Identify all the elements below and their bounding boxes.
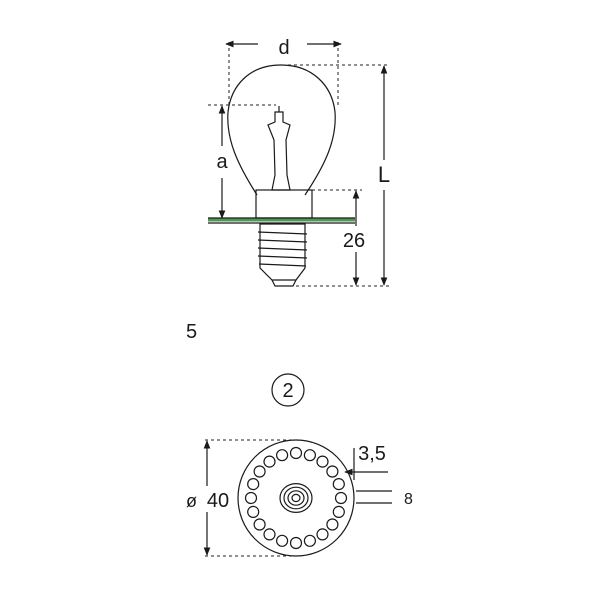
mounting-hole [326, 465, 339, 478]
mounting-hole [334, 491, 348, 505]
margin-digit: 5 [186, 321, 197, 343]
mounting-hole [289, 536, 303, 550]
mounting-hole [276, 449, 289, 462]
callout-number: 2 [282, 380, 293, 402]
mounting-hole [244, 491, 258, 505]
lamp-collar [255, 189, 313, 219]
dimension-d: d [225, 37, 342, 108]
mounting-hole [276, 534, 289, 547]
mounting-hole [326, 518, 339, 531]
mounting-hole [247, 478, 260, 491]
mounting-hole [316, 455, 329, 468]
dimension-hole: 3,5 [344, 443, 388, 480]
dim-d-label: d [278, 37, 289, 59]
contact-ring [283, 486, 309, 510]
bulb-side-view: d a L 26 5 [186, 37, 390, 343]
dimension-L: L [282, 64, 390, 287]
right-leader: 8 [356, 490, 413, 508]
dim-L-label: L [378, 162, 390, 187]
contact-ring [279, 483, 313, 514]
dim-a-label: a [216, 151, 228, 173]
dim-base-label: 26 [343, 230, 365, 252]
mounting-hole [247, 505, 260, 518]
base-outline [237, 439, 355, 557]
contact-ring [287, 490, 305, 506]
dimension-base: 26 [312, 189, 365, 286]
dim-diameter-label: 40 [207, 490, 229, 512]
center-contact [279, 483, 313, 514]
screw-base [257, 223, 308, 287]
mounting-hole [263, 528, 276, 541]
mounting-hole [263, 455, 276, 468]
right-fragment: 8 [404, 491, 413, 508]
dimension-diameter: ø 40 [186, 439, 292, 557]
dim-hole-label: 3,5 [358, 443, 386, 465]
dim-diameter-prefix: ø [186, 491, 197, 511]
mounting-hole [253, 465, 266, 478]
contact-ring [291, 493, 301, 503]
mounting-hole [332, 478, 345, 491]
mounting-hole [303, 449, 316, 462]
mounting-hole [289, 446, 303, 460]
base-detail-view: 2 ø 40 3,5 8 [186, 373, 413, 557]
filament-stem [267, 111, 291, 191]
mounting-hole [303, 534, 316, 547]
mounting-hole [253, 518, 266, 531]
bulb-glass [227, 64, 336, 196]
callout-circle [271, 373, 305, 407]
dimension-a: a [208, 104, 276, 219]
mounting-hole [316, 528, 329, 541]
hole-ring [244, 446, 348, 550]
mounting-hole [332, 505, 345, 518]
